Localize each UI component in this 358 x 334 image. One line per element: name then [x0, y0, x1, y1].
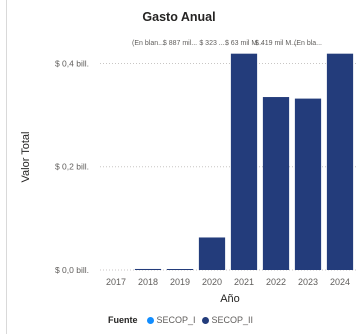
legend-label: SECOP_II: [211, 315, 254, 325]
bar-secop-ii-2021[interactable]: [230, 53, 258, 270]
data-label: $ 419 mil M...: [255, 40, 297, 47]
bar-secop-ii-2020[interactable]: [198, 237, 226, 270]
x-tick-label: 2022: [266, 277, 286, 287]
x-tick-label: 2017: [106, 277, 126, 287]
bar-secop-ii-2023[interactable]: [294, 98, 322, 270]
x-axis-ticks: 2017 2018 2019 2020 2021 2022 2023 2024: [106, 277, 350, 287]
data-label: (En bla...: [294, 40, 322, 47]
bar-secop-ii-2019[interactable]: [166, 269, 194, 270]
x-tick-label: 2021: [234, 277, 254, 287]
legend-dot-icon: [201, 316, 209, 324]
data-labels: (En blan...$ 887 mil... $ 323 ... $ 63 mil…: [132, 40, 322, 47]
legend: Fuente SECOP_I SECOP_II: [108, 313, 259, 327]
legend-title: Fuente: [108, 315, 138, 325]
data-label: $ 63 mil M...: [225, 40, 263, 47]
bar-secop-ii-2022[interactable]: [262, 97, 290, 270]
panel-edge: [6, 0, 7, 334]
bar-secop-ii-2018[interactable]: [134, 268, 162, 270]
y-tick-label: $ 0,0 bill.: [55, 265, 89, 275]
y-axis-ticks: $ 0,0 bill. $ 0,2 bill. $ 0,4 bill.: [55, 58, 89, 275]
data-label: (En blan...: [132, 40, 164, 47]
x-axis-label: Año: [220, 293, 240, 305]
x-tick-label: 2019: [170, 277, 190, 287]
bars[interactable]: [134, 53, 354, 270]
legend-item-secop-ii[interactable]: SECOP_II: [201, 315, 254, 325]
legend-dot-icon: [146, 316, 154, 324]
x-tick-label: 2023: [298, 277, 318, 287]
data-label: $ 323 ...: [199, 40, 224, 47]
chart-title: Gasto Anual: [142, 10, 216, 24]
x-tick-label: 2024: [330, 277, 350, 287]
y-tick-label: $ 0,2 bill.: [55, 162, 89, 172]
y-tick-label: $ 0,4 bill.: [55, 58, 89, 68]
bar-secop-ii-2024[interactable]: [326, 53, 354, 270]
legend-label: SECOP_I: [156, 315, 196, 325]
data-label: $ 887 mil...: [163, 40, 197, 47]
x-tick-label: 2018: [138, 277, 158, 287]
x-tick-label: 2020: [202, 277, 222, 287]
legend-item-secop-i[interactable]: SECOP_I: [146, 315, 196, 325]
y-axis-label: Valor Total: [20, 132, 32, 183]
